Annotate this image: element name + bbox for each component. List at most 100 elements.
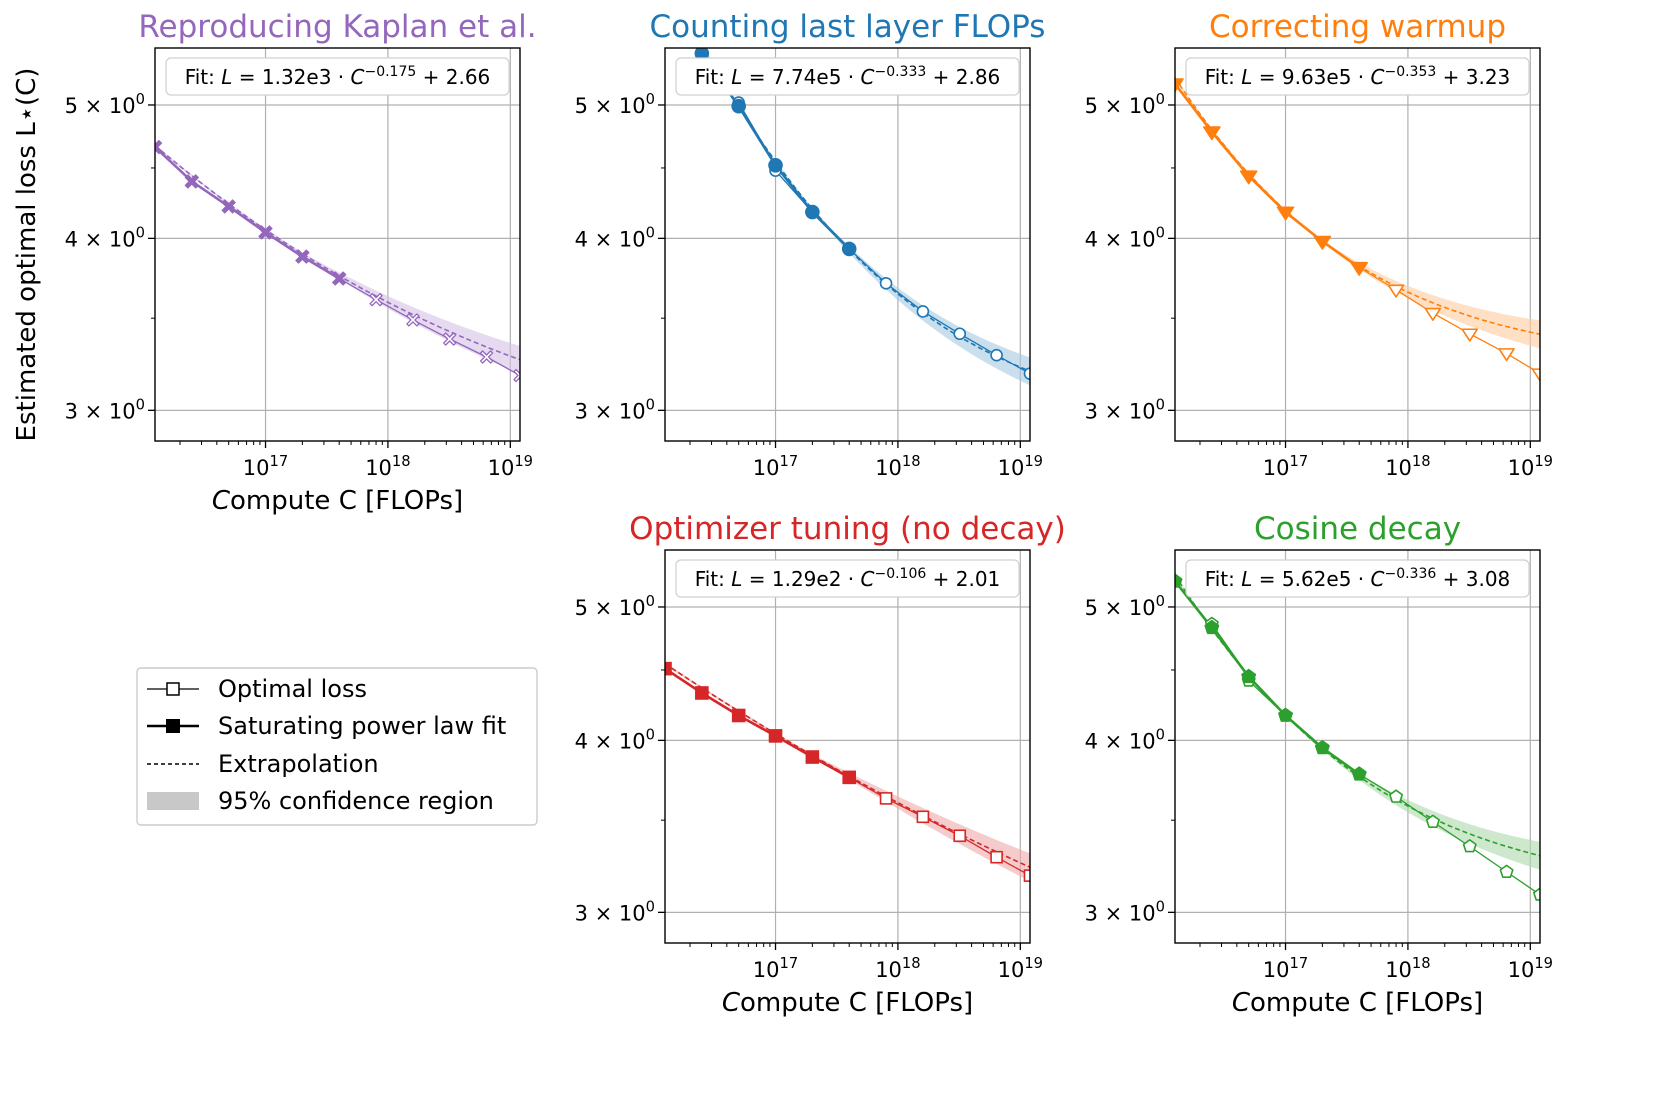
fit-point [155, 140, 163, 155]
y-tick-label: 5 × 100 [575, 593, 655, 620]
fit-point [805, 204, 820, 220]
fit-point [768, 158, 783, 173]
panel-title: Correcting warmup [1209, 9, 1506, 45]
fit-point [731, 98, 746, 114]
fit-line [1175, 580, 1360, 776]
fit-point [295, 249, 310, 264]
optimal-loss-point [990, 850, 1003, 864]
fit-point [1239, 170, 1258, 185]
panel-title: Reproducing Kaplan et al. [138, 9, 536, 45]
legend-item-optimal: Optimal loss [147, 675, 367, 703]
fit-point [1175, 78, 1184, 93]
optimal-loss-point [953, 829, 967, 843]
y-tick-label: 3 × 100 [575, 899, 655, 926]
fit-point [332, 271, 347, 286]
optimal-loss-point [990, 348, 1003, 362]
optimal-loss-point [1023, 869, 1030, 882]
axes-frame [1174, 47, 1541, 442]
x-tick-label: 1018 [1385, 955, 1430, 982]
plot-area [1175, 76, 1540, 382]
x-tick-label: 1019 [1508, 453, 1553, 480]
optimal-loss-point [1499, 864, 1514, 879]
legend-label: Extrapolation [218, 750, 379, 778]
y-tick-label: 3 × 100 [1085, 397, 1165, 424]
x-tick-label: 1017 [1263, 453, 1308, 480]
x-tick-label: 1017 [1263, 955, 1308, 982]
panel-2: 1017 1018 1019 3 × 100 4 × 100 5 × 100 Countin… [575, 9, 1046, 480]
plot-area [665, 661, 1030, 882]
fit-point [695, 686, 709, 700]
legend-label: Optimal loss [218, 675, 367, 703]
fit-annotation-box [675, 57, 1020, 96]
panel-4: 1017 1018 1019 3 × 100 4 × 100 5 × 100 Optimiz… [575, 511, 1066, 1018]
panel-title: Cosine decay [1254, 511, 1461, 547]
y-tick-label: 4 × 100 [575, 727, 655, 754]
x-tick-label: 1018 [875, 453, 920, 480]
panel-3: 1017 1018 1019 3 × 100 4 × 100 5 × 100 Correct… [1085, 9, 1553, 480]
legend-patch-confidence [147, 792, 199, 810]
legend-item-fit: Saturating power law fit [147, 712, 506, 740]
fit-point [1313, 235, 1332, 250]
y-tick-label: 4 × 100 [1085, 225, 1165, 252]
x-tick-label: 1019 [1508, 955, 1553, 982]
x-tick-label: 1019 [488, 453, 533, 480]
y-tick-label: 3 × 100 [575, 397, 655, 424]
y-tick-label: 4 × 100 [65, 225, 145, 252]
extrapolation-line [1175, 574, 1540, 857]
legend-marker-filled-square [166, 719, 180, 733]
x-tick-label: 1017 [243, 453, 288, 480]
fit-point [731, 708, 746, 723]
y-axis-label: Estimated optimal loss L⋆(C) [12, 68, 42, 442]
y-tick-label: 3 × 100 [65, 397, 145, 424]
optimal-loss-point [369, 293, 383, 307]
x-tick-label: 1018 [365, 453, 410, 480]
fit-annotation-box [1185, 559, 1530, 598]
optimal-loss-point [879, 277, 893, 290]
x-axis-label: Compute C [FLOPs] [212, 486, 463, 516]
optimal-loss-point [1389, 789, 1403, 803]
confidence-band [1175, 573, 1540, 870]
y-tick-label: 5 × 100 [575, 91, 655, 118]
axes-frame [154, 47, 521, 442]
fit-point [842, 770, 857, 785]
fit-annotation: Fit: L = 1.29e2 · C−0.106 + 2.01 [695, 566, 1001, 591]
fit-line [1175, 83, 1360, 269]
fit-annotation: Fit: L = 7.74e5 · C−0.333 + 2.86 [695, 64, 1001, 89]
fit-point [841, 241, 857, 257]
optimal-loss-point [406, 313, 420, 327]
optimal-loss-line [701, 53, 1030, 375]
fit-point [665, 661, 672, 676]
fit-point [1203, 126, 1221, 141]
legend-label: Saturating power law fit [218, 712, 506, 740]
confidence-band [1175, 76, 1540, 349]
x-tick-label: 1019 [998, 453, 1043, 480]
y-tick-label: 4 × 100 [575, 225, 655, 252]
optimal-loss-point [479, 350, 494, 364]
x-tick-label: 1018 [1385, 453, 1430, 480]
fit-annotation: Fit: L = 9.63e5 · C−0.353 + 3.23 [1205, 64, 1511, 89]
axes-frame [664, 47, 1031, 442]
extrapolation-line [703, 48, 1030, 372]
fit-point [1278, 707, 1293, 722]
x-tick-label: 1017 [753, 955, 798, 982]
y-tick-label: 4 × 100 [1085, 727, 1165, 754]
panel-1: 1017 1018 1019 3 × 100 4 × 100 5 × 100 Reprodu… [12, 9, 537, 516]
optimal-loss-point [879, 792, 893, 805]
fit-point [1314, 740, 1330, 755]
optimal-loss-point [513, 368, 520, 383]
plot-area [694, 48, 1030, 386]
legend-item-conf: 95% confidence region [147, 787, 494, 815]
x-tick-label: 1018 [875, 955, 920, 982]
y-tick-label: 5 × 100 [1085, 593, 1165, 620]
fit-annotation-box [165, 57, 510, 96]
fit-point [184, 174, 199, 189]
panel-title: Optimizer tuning (no decay) [629, 511, 1066, 547]
fit-point [1204, 619, 1220, 635]
fit-annotation: Fit: L = 1.32e3 · C−0.175 + 2.66 [185, 64, 491, 89]
panel-title: Counting last layer FLOPs [650, 9, 1046, 45]
fit-annotation: Fit: L = 5.62e5 · C−0.336 + 3.08 [1205, 566, 1511, 591]
fit-point [1175, 573, 1183, 588]
axes-frame [1174, 549, 1541, 944]
fit-point [1350, 261, 1369, 276]
